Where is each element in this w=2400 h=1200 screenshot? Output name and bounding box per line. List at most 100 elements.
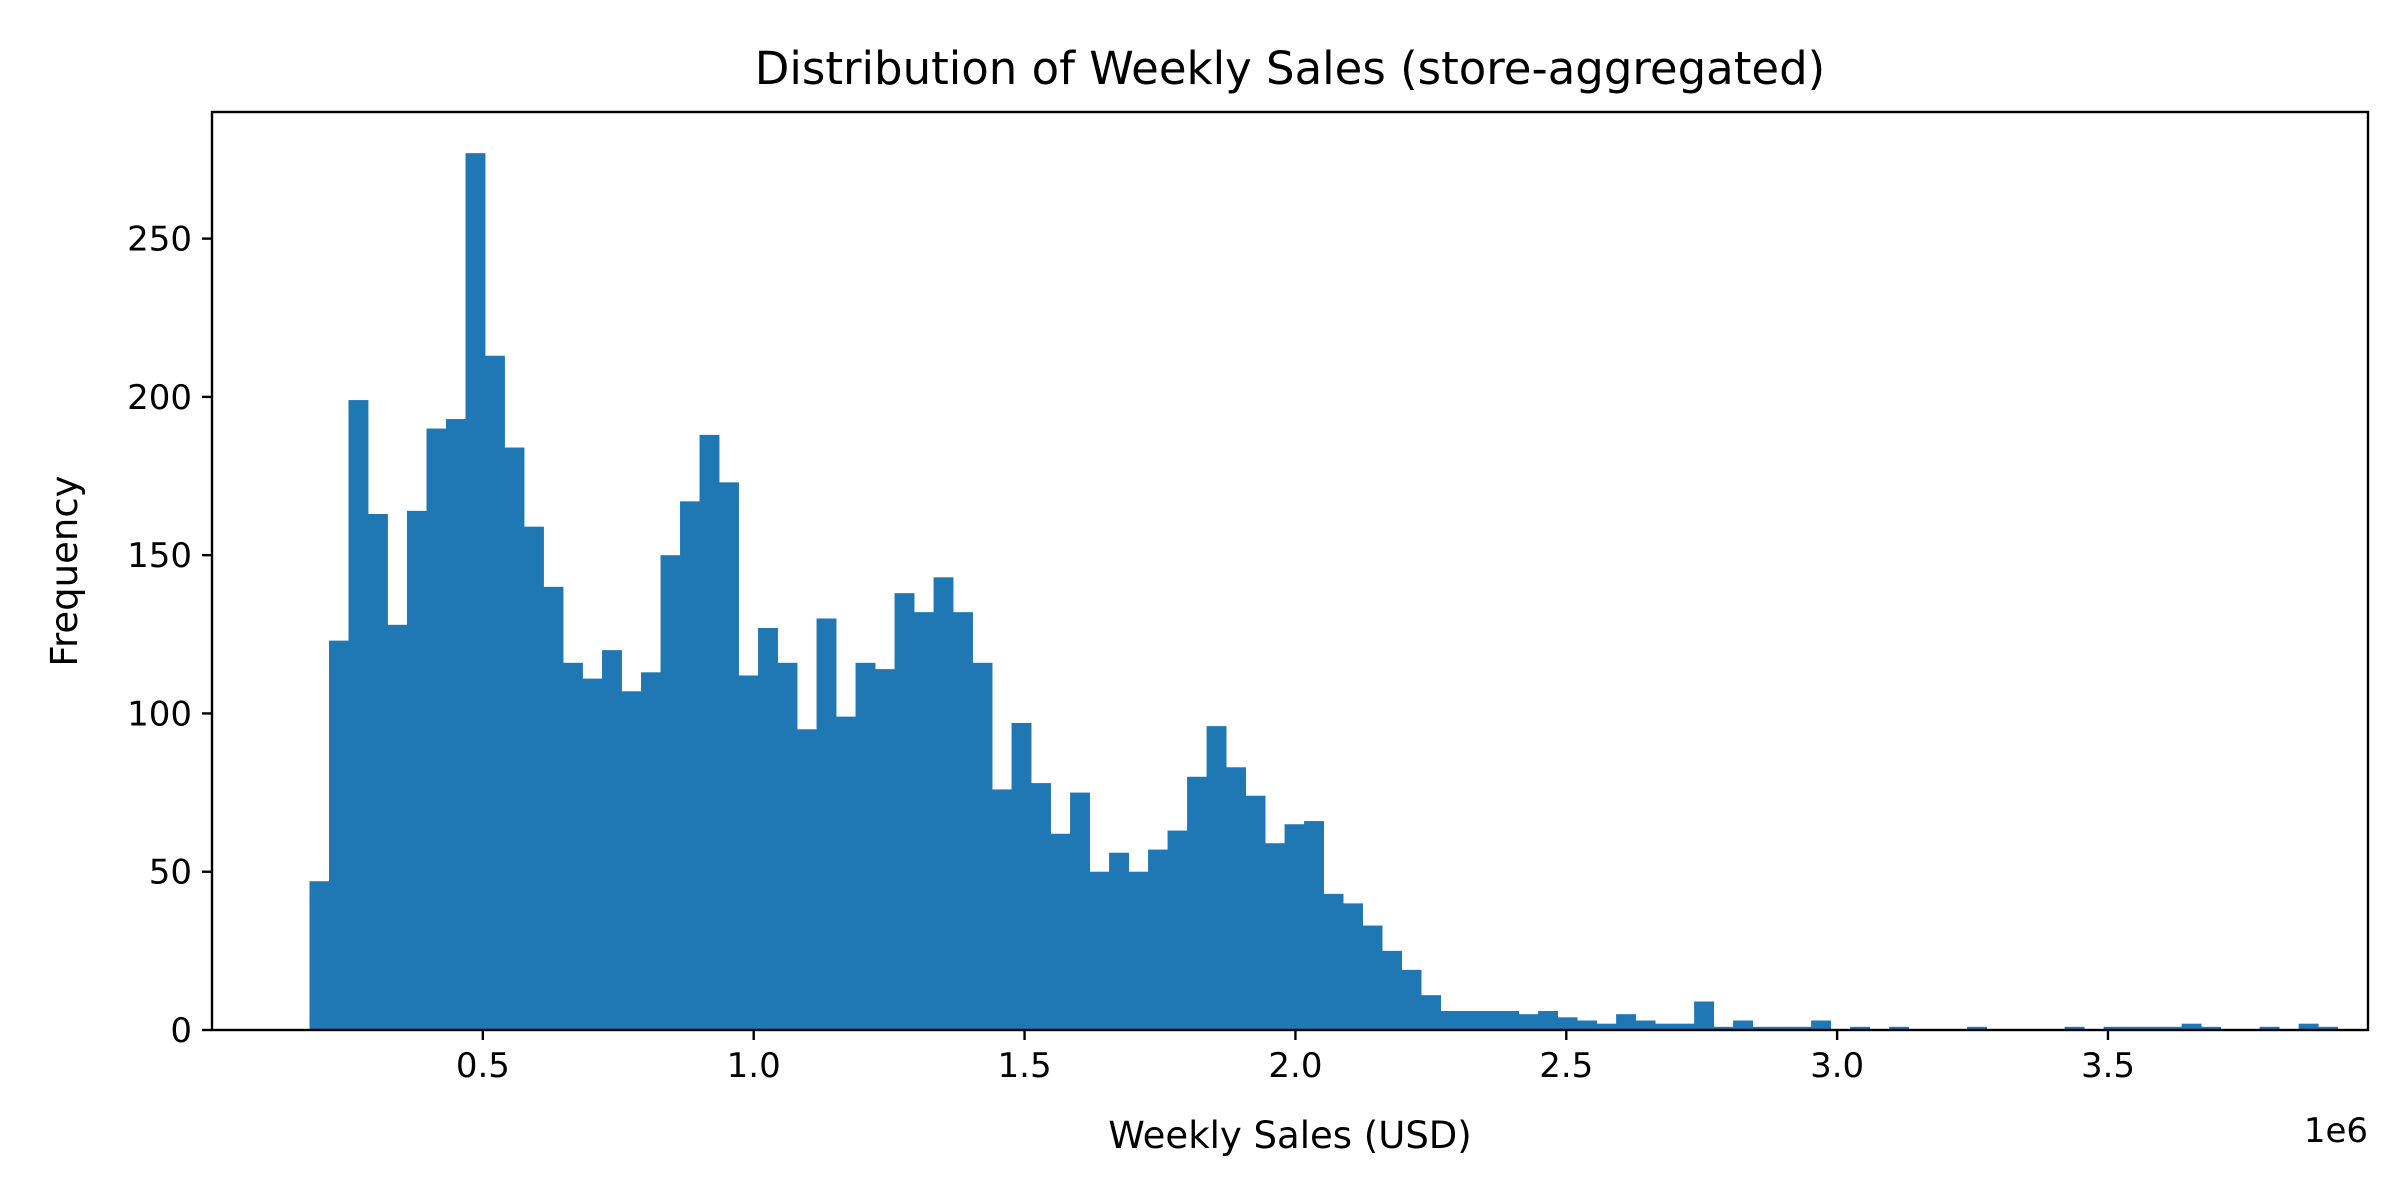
x-axis: 0.5 1.0 1.5 2.0 2.5 3.0 3.5	[456, 1030, 2135, 1086]
histogram-bar	[1031, 783, 1051, 1030]
histogram-bar	[485, 355, 505, 1030]
histogram-bar	[1772, 1026, 1793, 1030]
histogram-bar	[1362, 925, 1383, 1030]
histogram-bar	[2142, 1026, 2163, 1030]
histogram-bar	[621, 691, 642, 1030]
y-tick-label: 100	[127, 694, 192, 734]
x-tick-label: 2.5	[1539, 1046, 1593, 1086]
histogram-bar	[1538, 1011, 1558, 1030]
histogram-bar	[1265, 843, 1285, 1030]
x-tick-label: 1.5	[998, 1046, 1052, 1086]
x-tick-label: 1.0	[727, 1046, 781, 1086]
histogram-bar	[504, 447, 525, 1030]
histogram-bar	[641, 672, 661, 1030]
histogram-bar	[446, 419, 466, 1030]
histogram-bar	[2201, 1026, 2222, 1030]
y-tick-label: 200	[127, 378, 192, 418]
x-axis-title: Weekly Sales (USD)	[1108, 1114, 1471, 1157]
histogram-bar	[2162, 1026, 2183, 1030]
histogram-bar	[407, 510, 427, 1030]
histogram-bar	[2318, 1026, 2339, 1030]
histogram-bar	[816, 618, 837, 1030]
y-tick-label: 50	[149, 853, 192, 893]
histogram-bar	[329, 640, 349, 1030]
histogram-bar	[933, 577, 954, 1030]
histogram-bar	[1401, 969, 1422, 1030]
histogram-bar	[1284, 824, 1305, 1030]
histogram-bar	[1733, 1020, 1754, 1030]
histogram-bar	[465, 153, 486, 1030]
histogram-bar	[1343, 903, 1363, 1030]
histogram-bar	[1752, 1026, 1773, 1030]
histogram-bar	[1245, 795, 1266, 1030]
histogram-bar	[855, 662, 876, 1030]
histogram-bar	[1128, 871, 1149, 1030]
histogram-bar	[1967, 1026, 1988, 1030]
histogram-bar	[758, 627, 778, 1030]
histogram-bar	[2181, 1023, 2202, 1030]
histogram-bar	[1811, 1020, 1832, 1030]
histogram-bar	[1518, 1014, 1539, 1030]
histogram-bar	[738, 675, 759, 1030]
histogram-bar	[387, 624, 408, 1030]
histogram-bar	[1674, 1023, 1695, 1030]
histogram-bar	[719, 482, 739, 1030]
chart-title: Distribution of Weekly Sales (store-aggr…	[755, 42, 1825, 95]
x-tick-label: 2.0	[1268, 1046, 1322, 1086]
histogram-bar	[368, 514, 388, 1030]
histogram-bar	[1050, 833, 1071, 1030]
histogram-bar	[1713, 1026, 1734, 1030]
histogram-bar	[1479, 1011, 1500, 1030]
histogram-bar	[2064, 1026, 2085, 1030]
histogram-bar	[582, 678, 603, 1030]
histogram-bar	[914, 612, 934, 1030]
histogram-bar	[1089, 871, 1110, 1030]
histogram-bar	[524, 526, 544, 1030]
histogram-bar	[1557, 1017, 1578, 1030]
histogram-bar	[1148, 849, 1168, 1030]
y-tick-label: 0	[170, 1011, 192, 1051]
x-axis-offset-label: 1e6	[2304, 1111, 2368, 1151]
histogram-bar	[1109, 852, 1129, 1030]
histogram-bar	[309, 881, 330, 1030]
histogram-bar	[2259, 1026, 2280, 1030]
plot-frame	[210, 110, 2370, 1032]
x-tick-label: 3.0	[1810, 1046, 1864, 1086]
histogram-bar	[1596, 1023, 1617, 1030]
x-tick-label: 0.5	[456, 1046, 510, 1086]
histogram-bar	[1694, 1001, 1715, 1030]
histogram-bar	[2103, 1026, 2124, 1030]
histogram-bar	[1577, 1020, 1598, 1030]
histogram-bar	[699, 434, 720, 1030]
histogram-bar	[1440, 1011, 1461, 1030]
histogram-bar	[797, 729, 817, 1030]
histogram-bar	[992, 789, 1012, 1030]
histogram-bar	[1460, 1011, 1480, 1030]
histogram-bar	[1421, 995, 1441, 1030]
histogram-bar	[1070, 792, 1090, 1030]
histogram-bar	[1206, 726, 1227, 1030]
histogram-bar	[777, 662, 798, 1030]
bars-group	[309, 153, 2339, 1030]
histogram-bar	[894, 593, 915, 1030]
histogram-bar	[953, 612, 973, 1030]
histogram-bar	[1187, 776, 1207, 1030]
histogram-bar	[543, 586, 564, 1030]
histogram-bar	[563, 662, 583, 1030]
histogram-bar	[1889, 1026, 1910, 1030]
y-axis-title: Frequency	[43, 475, 86, 666]
histogram-bar	[1635, 1020, 1656, 1030]
histogram-bar	[1323, 893, 1344, 1030]
histogram-bar	[1791, 1026, 1812, 1030]
histogram-bar	[1499, 1011, 1519, 1030]
histogram-bar	[2298, 1023, 2319, 1030]
histogram-bar	[1226, 767, 1246, 1030]
histogram-bar	[1167, 830, 1188, 1030]
y-tick-label: 150	[127, 536, 192, 576]
histogram-bar	[1382, 950, 1402, 1030]
histogram-bar	[426, 428, 447, 1030]
histogram-bar	[1011, 722, 1032, 1030]
histogram-bar	[1304, 821, 1324, 1030]
x-tick-label: 3.5	[2081, 1046, 2135, 1086]
